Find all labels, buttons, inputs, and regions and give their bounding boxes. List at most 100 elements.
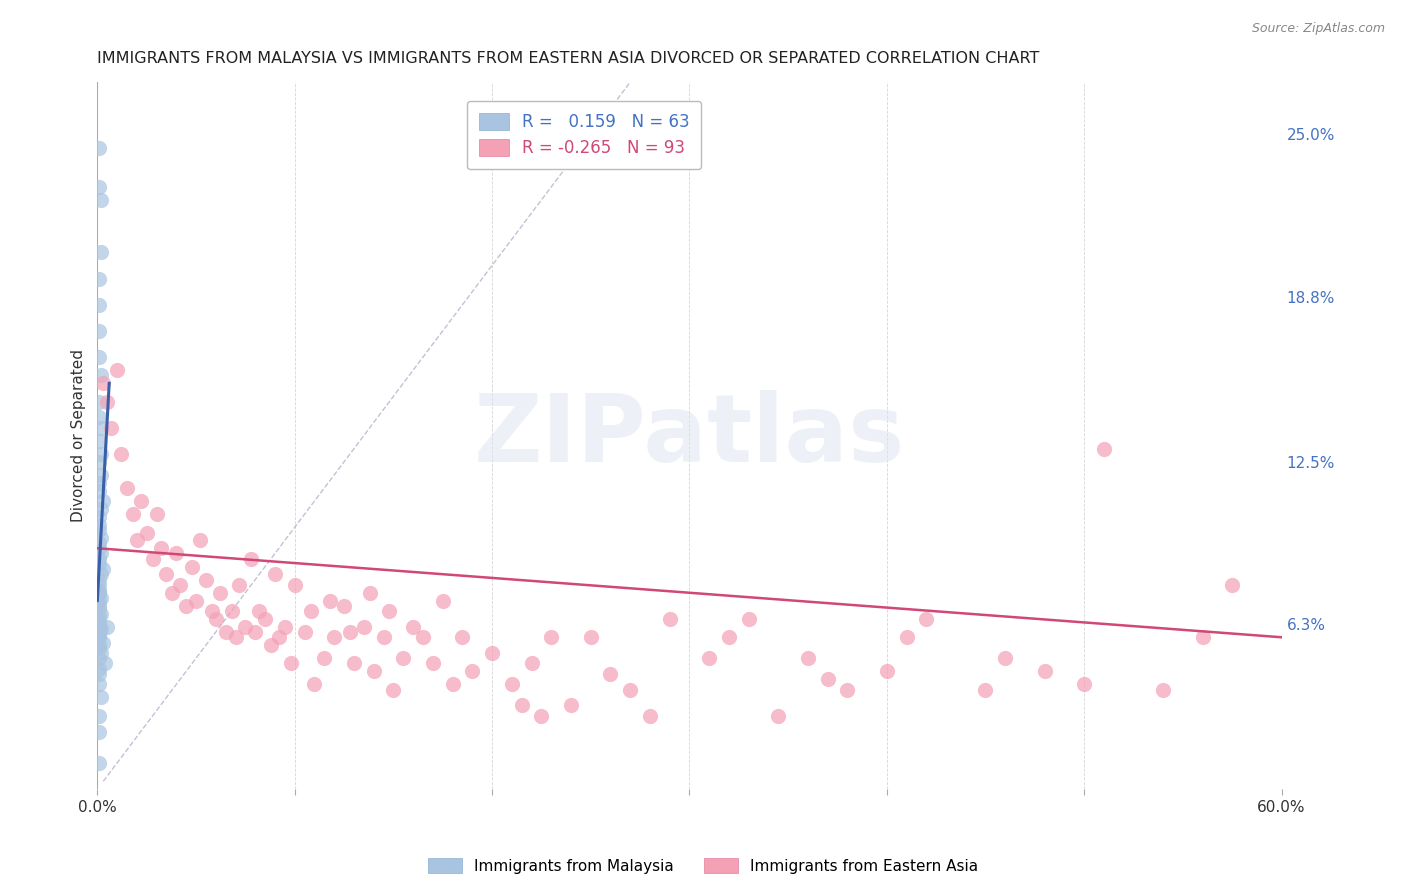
Point — [96, 394, 118, 409]
Point — [235, 620, 257, 634]
Point — [188, 533, 211, 548]
Point — [89, 475, 111, 490]
Point — [245, 625, 267, 640]
Point — [89, 609, 111, 624]
Point — [768, 708, 790, 723]
Point — [90, 467, 112, 482]
Point — [280, 657, 302, 671]
Point — [658, 612, 681, 626]
Point — [91, 494, 114, 508]
Point — [501, 677, 523, 691]
Point — [90, 193, 112, 207]
Point — [254, 612, 277, 626]
Point — [299, 604, 322, 618]
Point — [1191, 630, 1213, 644]
Point — [817, 672, 839, 686]
Point — [974, 682, 997, 697]
Point — [1092, 442, 1115, 456]
Point — [560, 698, 582, 713]
Point — [353, 620, 375, 634]
Point — [105, 363, 128, 377]
Point — [89, 677, 111, 691]
Point — [89, 557, 111, 571]
Point — [89, 179, 111, 194]
Point — [392, 651, 415, 665]
Point — [382, 682, 405, 697]
Point — [89, 434, 111, 448]
Point — [994, 651, 1017, 665]
Point — [90, 368, 112, 383]
Point — [1073, 677, 1095, 691]
Point — [129, 494, 152, 508]
Point — [90, 546, 112, 560]
Point — [319, 593, 342, 607]
Point — [89, 455, 111, 469]
Point — [89, 298, 111, 312]
Point — [510, 698, 533, 713]
Point — [402, 620, 425, 634]
Point — [89, 708, 111, 723]
Point — [90, 245, 112, 260]
Point — [89, 324, 111, 338]
Point — [89, 394, 111, 409]
Point — [89, 724, 111, 739]
Point — [208, 586, 231, 600]
Text: ZIPatlas: ZIPatlas — [474, 390, 905, 482]
Point — [1152, 682, 1174, 697]
Point — [579, 630, 602, 644]
Point — [599, 667, 621, 681]
Point — [90, 646, 112, 660]
Point — [717, 630, 740, 644]
Point — [89, 667, 111, 681]
Point — [184, 593, 207, 607]
Point — [89, 551, 111, 566]
Point — [89, 640, 111, 655]
Point — [125, 533, 148, 548]
Point — [432, 593, 454, 607]
Point — [145, 507, 167, 521]
Point — [89, 523, 111, 537]
Point — [91, 635, 114, 649]
Point — [737, 612, 759, 626]
Point — [441, 677, 464, 691]
Point — [461, 665, 484, 679]
Point — [267, 630, 290, 644]
Point — [89, 615, 111, 629]
Point — [89, 586, 111, 600]
Point — [90, 690, 112, 705]
Point — [697, 651, 720, 665]
Point — [89, 517, 111, 532]
Point — [240, 551, 263, 566]
Point — [412, 630, 434, 644]
Point — [181, 559, 204, 574]
Point — [339, 625, 361, 640]
Point — [1220, 578, 1243, 592]
Point — [89, 638, 111, 652]
Legend: R =   0.159   N = 63, R = -0.265   N = 93: R = 0.159 N = 63, R = -0.265 N = 93 — [467, 101, 702, 169]
Point — [619, 682, 641, 697]
Point — [89, 541, 111, 556]
Point — [359, 586, 381, 600]
Point — [204, 612, 226, 626]
Point — [90, 623, 112, 637]
Point — [373, 630, 395, 644]
Point — [284, 578, 307, 592]
Point — [90, 607, 112, 621]
Point — [122, 507, 145, 521]
Point — [264, 567, 287, 582]
Point — [89, 620, 111, 634]
Point — [89, 593, 111, 607]
Point — [89, 651, 111, 665]
Point — [837, 682, 859, 697]
Point — [89, 625, 111, 640]
Point — [333, 599, 356, 613]
Point — [90, 502, 112, 516]
Point — [915, 612, 938, 626]
Point — [89, 599, 111, 613]
Point — [876, 665, 898, 679]
Point — [96, 620, 118, 634]
Text: Source: ZipAtlas.com: Source: ZipAtlas.com — [1251, 22, 1385, 36]
Point — [323, 630, 346, 644]
Point — [91, 562, 114, 576]
Point — [89, 483, 111, 498]
